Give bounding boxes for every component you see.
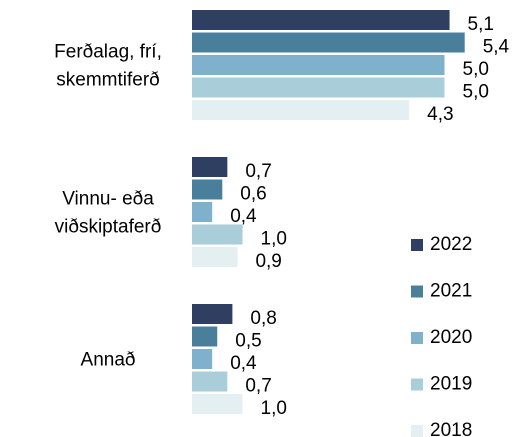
value-label: 0,7 — [245, 161, 271, 182]
legend-swatch — [411, 332, 423, 344]
bar — [192, 394, 243, 414]
bar — [192, 247, 238, 267]
category-label: viðskiptaferð — [55, 216, 162, 237]
legend-label: 2022 — [430, 234, 472, 255]
category-label: Annað — [81, 349, 136, 370]
legend-label: 2021 — [430, 281, 472, 302]
category-label: Vinnu- eða — [62, 188, 154, 209]
bar — [192, 304, 233, 324]
category-label: skemmtiferð — [56, 69, 159, 90]
value-label: 1,0 — [261, 398, 287, 419]
value-label: 0,9 — [255, 251, 281, 272]
value-label: 0,7 — [245, 376, 271, 397]
bar — [192, 157, 228, 177]
value-label: 4,3 — [427, 104, 453, 125]
bar — [192, 32, 465, 53]
bar — [192, 371, 228, 392]
bar — [192, 179, 223, 200]
bar — [192, 326, 218, 347]
value-label: 1,0 — [261, 229, 287, 250]
legend-label: 2018 — [430, 420, 472, 437]
value-label: 0,4 — [230, 353, 257, 374]
legend-swatch — [411, 239, 423, 251]
value-label: 0,5 — [235, 331, 261, 352]
value-label: 5,0 — [463, 82, 489, 103]
bar — [192, 224, 243, 245]
value-label: 0,8 — [250, 308, 276, 329]
bar — [192, 10, 450, 30]
bar — [192, 100, 410, 120]
value-label: 5,0 — [463, 59, 489, 80]
value-label: 0,4 — [230, 206, 257, 227]
legend-swatch — [411, 285, 423, 298]
value-label: 5,4 — [483, 37, 510, 58]
bar — [192, 55, 445, 75]
bar — [192, 349, 213, 369]
legend-label: 2019 — [430, 374, 472, 395]
legend-swatch — [411, 425, 423, 437]
value-label: 0,6 — [240, 184, 266, 205]
legend-label: 2020 — [430, 327, 472, 348]
legend-swatch — [411, 378, 423, 391]
value-label: 5,1 — [468, 14, 494, 35]
bar — [192, 77, 445, 98]
category-label: Ferðalag, frí, — [54, 41, 162, 62]
bar — [192, 202, 213, 222]
